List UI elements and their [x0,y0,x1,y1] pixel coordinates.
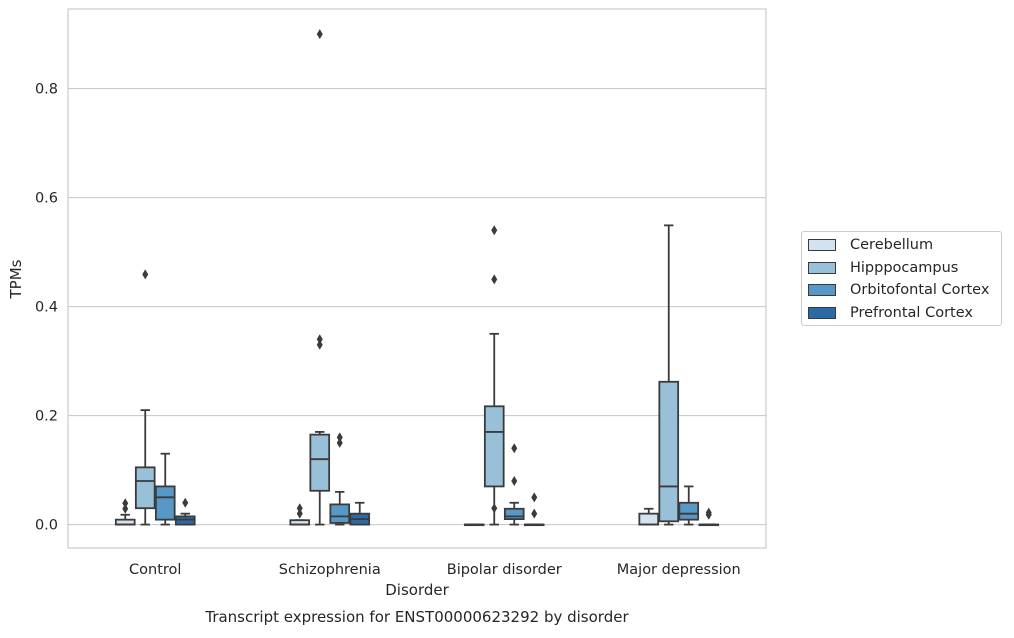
box-iqr [638,512,660,526]
legend-label-prefrontal-cortex: Prefrontal Cortex [850,305,973,321]
box-iqr [154,485,176,521]
outlier-point [491,274,498,285]
legend-item-hipppocampus: Hipppocampus [808,257,958,279]
legend-swatch-orbitofontal-cortex [808,284,836,296]
outlier-point [491,225,498,236]
y-tick-label: 0.4 [35,300,58,316]
outlier-point [705,507,712,518]
legend-item-cerebellum: Cerebellum [808,234,933,256]
legend-label-cerebellum: Cerebellum [850,237,934,253]
box-prefrontal-cortex-control [174,497,196,526]
outlier-point [511,443,518,454]
box-iqr [503,507,525,521]
x-tick-labels: Control Schizophrenia Bipolar disorder Majo… [129,562,741,578]
outlier-point [531,508,538,519]
box-cerebellum-schizophrenia [289,503,311,526]
outlier-point [511,475,518,486]
box-orbitofontal-cortex-schizophrenia [329,432,351,526]
y-axis-label: TPMs [7,259,25,299]
x-tick-label: Schizophrenia [279,562,381,578]
chart-title: Transcript expression for ENST0000062329… [204,608,629,626]
legend-label-hipppocampus: Hipppocampus [850,260,959,276]
outlier-point [296,508,303,519]
plot-area [67,8,767,549]
outlier-point [336,432,343,443]
box-prefrontal-cortex-bipolar-disorder [523,492,545,527]
legend-label-orbitofontal-cortex: Orbitofontal Cortex [850,282,990,298]
outlier-point [122,503,129,514]
box-iqr [658,380,680,523]
legend: Cerebellum Hipppocampus Orbitofontal Cor… [801,231,1002,326]
box-cerebellum-control [114,498,136,526]
outlier-point [316,29,323,40]
y-tick-label: 0.6 [35,191,58,207]
box-iqr [678,501,700,521]
box-hipppocampus-major-depression [658,224,680,526]
outlier-point [296,503,303,514]
box-iqr [483,405,505,488]
legend-item-orbitofontal-cortex: Orbitofontal Cortex [808,279,989,301]
y-tick-label: 0.8 [35,82,58,98]
y-tick-label: 0.2 [35,409,58,425]
outlier-point [182,497,189,508]
box-prefrontal-cortex-major-depression [698,507,720,527]
y-tick-label: 0.0 [35,518,58,534]
outlier-point [531,492,538,503]
legend-swatch-cerebellum [808,239,836,251]
box-cerebellum-major-depression [638,507,660,526]
legend-item-prefrontal-cortex: Prefrontal Cortex [808,302,973,324]
x-tick-label: Control [129,562,181,578]
y-tick-labels: 0.0 0.2 0.4 0.6 0.8 [35,82,58,534]
box-hipppocampus-schizophrenia [309,29,331,526]
legend-swatch-hipppocampus [808,262,836,274]
box-iqr [309,433,331,492]
x-tick-label: Bipolar disorder [447,562,562,578]
outlier-point [316,339,323,350]
box-prefrontal-cortex-schizophrenia [349,501,371,526]
box-orbitofontal-cortex-bipolar-disorder [503,443,525,526]
outlier-point [122,498,129,509]
box-cerebellum-bipolar-disorder [463,523,485,527]
outlier-point [491,503,498,514]
box-hipppocampus-bipolar-disorder [483,225,505,526]
legend-swatch-prefrontal-cortex [808,307,836,319]
x-axis-label: Disorder [385,581,449,599]
box-plots [114,29,720,527]
box-orbitofontal-cortex-major-depression [678,485,700,526]
box-orbitofontal-cortex-control [154,452,176,526]
outlier-point [336,437,343,448]
box-hipppocampus-control [134,269,156,526]
box-iqr [134,466,156,510]
outlier-point [316,334,323,345]
box-iqr [329,503,351,524]
x-tick-label: Major depression [617,562,741,578]
outlier-point [142,269,149,280]
